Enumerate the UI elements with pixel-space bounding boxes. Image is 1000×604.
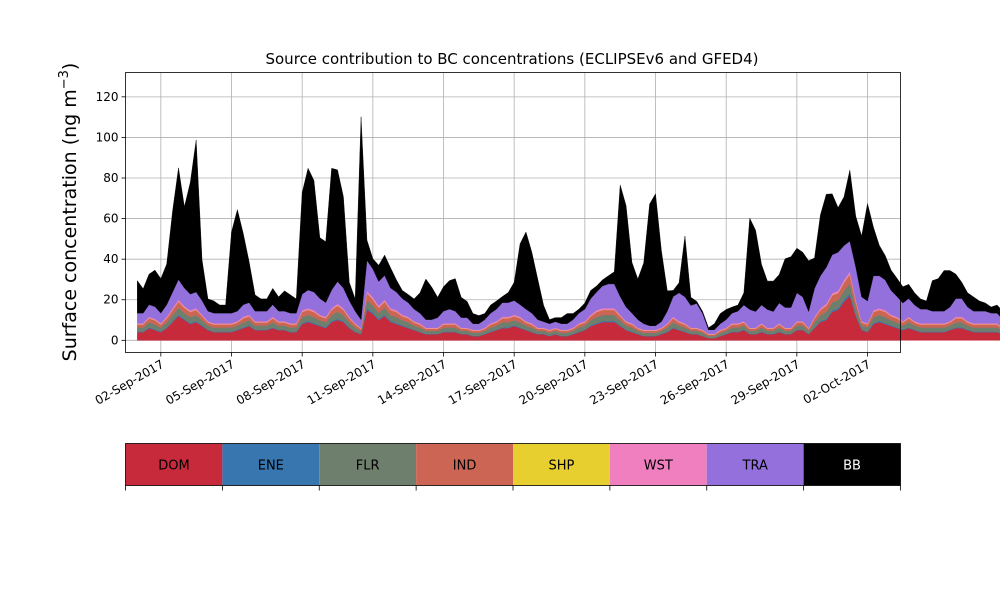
x-tick-label: 29-Sep-2017 [729,357,803,408]
x-tick-label: 20-Sep-2017 [517,357,591,408]
legend-label-shp: SHP [549,459,575,474]
legend-label-wst: WST [644,459,673,474]
legend-label-flr: FLR [356,459,380,474]
legend-label-bb: BB [843,459,861,474]
x-tick-label: 26-Sep-2017 [658,357,732,408]
legend-label-dom: DOM [158,459,189,474]
legend-swatch-ind [416,443,513,486]
y-tick-label: 100 [96,130,119,144]
legend-label-tra: TRA [742,459,768,474]
y-axis-label: Surface concentration (ng m−3) [57,63,81,362]
y-axis-label-sup: −3 [57,70,72,89]
y-tick-label: 20 [103,293,118,307]
x-tick-label: 11-Sep-2017 [305,357,379,408]
y-axis-label-close: ) [59,63,81,70]
y-tick-label: 0 [111,333,119,347]
chart-title: Source contribution to BC concentrations… [265,50,758,68]
plot-frame [125,72,901,353]
y-axis-ticks: 0 20 40 60 80 100 120 [96,90,126,347]
x-tick-label: 23-Sep-2017 [587,357,661,408]
x-tick-label: 02-Sep-2017 [93,357,167,408]
legend-colorbar: DOM ENE FLR IND SHP WST TRA BB [125,443,901,491]
legend-swatch-dom [125,443,223,486]
y-axis-label-main: Surface concentration (ng m [59,89,81,361]
x-tick-label: 02-Oct-2017 [801,357,873,407]
legend-label-ind: IND [453,459,477,474]
x-tick-label: 17-Sep-2017 [446,357,520,408]
legend-label-ene: ENE [258,459,284,474]
x-axis-ticks: 02-Sep-201705-Sep-201708-Sep-201711-Sep-… [93,352,873,408]
legend-swatch-ene [222,443,320,486]
y-tick-label: 120 [96,90,119,104]
legend-swatch-shp [513,443,610,486]
legend-swatch-tra [706,443,804,486]
y-tick-label: 60 [103,212,118,226]
legend-swatch-wst [609,443,707,486]
x-tick-label: 14-Sep-2017 [375,357,449,408]
x-tick-label: 08-Sep-2017 [234,357,308,408]
legend-swatch-bb [803,443,901,486]
legend-swatch-flr [319,443,417,486]
y-tick-label: 40 [103,252,118,266]
stacked-area-layer [137,116,1000,341]
x-tick-label: 05-Sep-2017 [163,357,237,408]
area-series-bb [137,116,1000,330]
y-tick-label: 80 [103,171,118,185]
